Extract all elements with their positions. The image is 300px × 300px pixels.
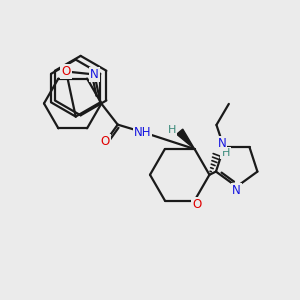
Text: O: O (192, 198, 201, 211)
Text: N: N (232, 184, 241, 197)
Text: O: O (101, 136, 110, 148)
Text: O: O (61, 65, 71, 78)
Text: H: H (168, 125, 176, 135)
Text: NH: NH (134, 125, 151, 139)
Text: H: H (222, 148, 230, 158)
Text: N: N (90, 68, 99, 81)
Polygon shape (177, 129, 195, 149)
Text: N: N (218, 137, 226, 150)
